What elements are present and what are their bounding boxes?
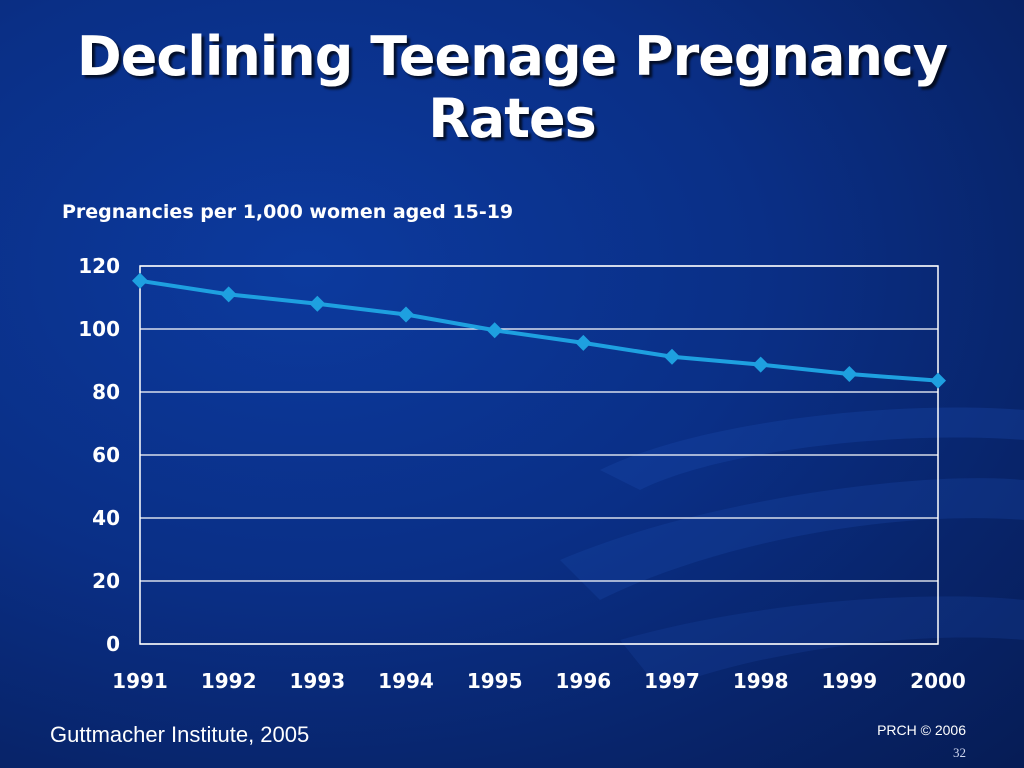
data-point-marker xyxy=(930,372,946,389)
y-tick-label: 60 xyxy=(92,443,120,467)
data-point-marker xyxy=(841,366,858,383)
data-point-marker xyxy=(398,306,414,323)
y-tick-label: 20 xyxy=(92,569,120,593)
data-point-marker xyxy=(752,356,769,373)
data-point-marker xyxy=(309,295,326,312)
data-point-marker xyxy=(220,286,237,303)
data-point-marker xyxy=(575,334,592,351)
slide-number: 32 xyxy=(953,745,966,760)
x-tick-label: 1995 xyxy=(467,669,523,693)
x-tick-label: 1994 xyxy=(378,669,434,693)
title-line-1: Declining Teenage Pregnancy xyxy=(76,25,948,88)
y-tick-label: 80 xyxy=(92,380,120,404)
copyright-notice: PRCH © 2006 xyxy=(877,722,966,738)
data-point-marker xyxy=(664,348,680,365)
y-tick-label: 100 xyxy=(78,317,120,341)
y-tick-label: 40 xyxy=(92,506,120,530)
data-point-marker xyxy=(132,272,148,289)
plot-area-frame xyxy=(139,265,939,645)
data-point-marker xyxy=(486,322,503,339)
x-tick-label: 1999 xyxy=(821,669,877,693)
x-tick-label: 1993 xyxy=(289,669,345,693)
chart-title: Pregnancies per 1,000 women aged 15-19 xyxy=(62,201,514,223)
x-tick-label: 1998 xyxy=(733,669,789,693)
grid-layer xyxy=(140,265,938,645)
series-line xyxy=(139,278,939,383)
x-axis-ticks: 1991 1992 1993 1994 1995 1996 1997 1998 1999 2000 xyxy=(112,669,966,693)
x-tick-label: 1991 xyxy=(112,669,168,693)
x-tick-label: 1992 xyxy=(201,669,257,693)
x-tick-label: 2000 xyxy=(910,669,966,693)
x-tick-label: 1996 xyxy=(555,669,611,693)
title-line-2: Rates xyxy=(428,87,597,150)
source-citation: Guttmacher Institute, 2005 xyxy=(50,722,310,747)
x-tick-label: 1997 xyxy=(644,669,700,693)
data-markers xyxy=(132,272,946,389)
y-tick-label: 0 xyxy=(106,632,120,656)
y-tick-label: 120 xyxy=(78,254,120,278)
slide-title: Declining Teenage Pregnancy Rates xyxy=(0,26,1024,150)
y-axis-ticks: 0 20 40 60 80 100 120 xyxy=(78,254,120,656)
